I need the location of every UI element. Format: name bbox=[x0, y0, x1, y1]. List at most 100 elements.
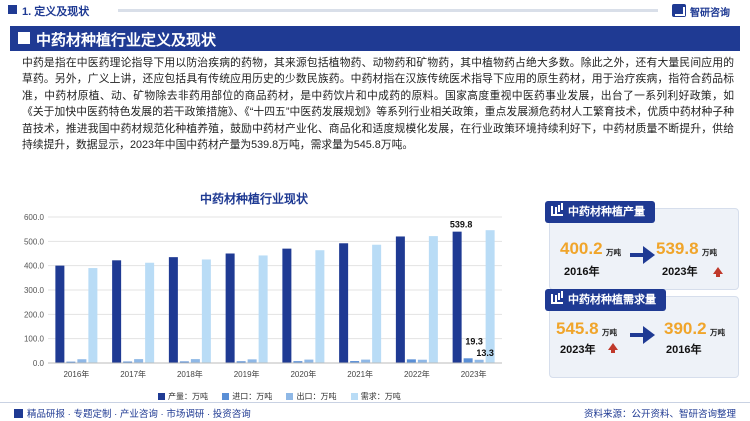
demand-2023-year: 2023年 bbox=[560, 344, 596, 356]
bar bbox=[179, 361, 189, 363]
footer-services: 精品研报 · 专题定制 · 产业咨询 · 市场调研 · 投资咨询 bbox=[14, 406, 251, 420]
legend-item-demand: 需求：万吨 bbox=[350, 391, 401, 402]
production-2016-value: 400.2 bbox=[560, 239, 603, 258]
bar bbox=[350, 361, 360, 363]
up-arrow-icon bbox=[608, 343, 618, 353]
arrow-right-icon bbox=[643, 246, 655, 264]
bar bbox=[395, 236, 405, 363]
x-tick-label: 2017年 bbox=[120, 369, 146, 379]
bar bbox=[463, 358, 473, 363]
header-divider bbox=[118, 9, 658, 12]
demand-2023-unit: 万吨 bbox=[602, 328, 617, 337]
bar bbox=[168, 257, 178, 363]
bar bbox=[112, 260, 122, 363]
production-2023-unit: 万吨 bbox=[702, 248, 717, 257]
bar bbox=[66, 361, 76, 363]
production-2023-year: 2023年 bbox=[662, 266, 698, 278]
bar bbox=[123, 361, 133, 363]
production-card: 中药材种植产量 400.2 万吨 2016年 539.8 万吨 2023年 bbox=[545, 201, 739, 290]
data-label: 19.3 bbox=[465, 336, 483, 346]
footer-services-text: 精品研报 · 专题定制 · 产业咨询 · 市场调研 · 投资咨询 bbox=[27, 409, 251, 420]
bar bbox=[304, 359, 314, 363]
bar bbox=[201, 259, 211, 363]
x-tick-label: 2021年 bbox=[347, 369, 373, 379]
bar bbox=[315, 250, 325, 363]
bar bbox=[474, 359, 484, 363]
production-2016-unit: 万吨 bbox=[606, 248, 621, 257]
bar bbox=[55, 265, 65, 363]
footer-logo-icon bbox=[14, 409, 23, 418]
legend-swatch bbox=[286, 393, 294, 401]
y-tick-label: 400.0 bbox=[24, 262, 45, 271]
bar bbox=[225, 253, 235, 363]
arrow-shaft bbox=[630, 333, 644, 337]
chart-icon bbox=[551, 294, 563, 304]
bar bbox=[339, 243, 349, 363]
bar bbox=[428, 236, 438, 363]
bar bbox=[247, 359, 257, 363]
production-card-header: 中药材种植产量 bbox=[545, 201, 655, 223]
legend-item-export: 出口：万吨 bbox=[286, 391, 336, 402]
legend-label: 产量：万吨 bbox=[168, 392, 208, 401]
bar bbox=[485, 230, 495, 363]
bar bbox=[190, 359, 200, 363]
legend-swatch bbox=[350, 393, 358, 401]
bar bbox=[417, 359, 427, 363]
demand-2023-value: 545.8 bbox=[556, 319, 599, 338]
top-bar: 1. 定义及现状 智研咨询 bbox=[0, 0, 750, 22]
x-tick-label: 2016年 bbox=[63, 369, 89, 379]
legend-item-production: 产量：万吨 bbox=[158, 391, 208, 402]
logo-icon bbox=[672, 4, 686, 17]
bar bbox=[372, 244, 382, 363]
demand-2016-year: 2016年 bbox=[666, 344, 702, 356]
demand-card-header: 中药材种植需求量 bbox=[545, 289, 666, 311]
section-title: 1. 定义及现状 bbox=[22, 6, 90, 18]
footer: 精品研报 · 专题定制 · 产业咨询 · 市场调研 · 投资咨询 资料来源：公开… bbox=[0, 402, 750, 421]
production-card-title: 中药材种植产量 bbox=[568, 206, 645, 218]
y-tick-label: 500.0 bbox=[24, 237, 45, 246]
legend-swatch bbox=[158, 393, 165, 401]
arrow-shaft bbox=[630, 253, 644, 257]
data-label: 13.3 bbox=[476, 348, 494, 358]
legend-swatch bbox=[222, 393, 230, 401]
logo-text: 智研咨询 bbox=[690, 8, 730, 19]
title-marker-icon bbox=[18, 32, 30, 44]
y-tick-label: 200.0 bbox=[24, 310, 45, 319]
y-tick-label: 100.0 bbox=[24, 335, 45, 344]
x-tick-label: 2019年 bbox=[234, 369, 260, 379]
demand-2016-value: 390.2 bbox=[664, 319, 707, 338]
up-arrow-icon bbox=[713, 267, 723, 277]
demand-card-title: 中药材种植需求量 bbox=[568, 294, 656, 306]
data-source: 资料来源：公开资料、智研咨询整理 bbox=[583, 409, 736, 420]
y-tick-label: 300.0 bbox=[24, 286, 45, 295]
y-tick-label: 0.0 bbox=[33, 359, 45, 368]
legend-label: 需求：万吨 bbox=[360, 392, 401, 401]
bar bbox=[145, 262, 155, 363]
x-tick-label: 2018年 bbox=[177, 369, 203, 379]
chart-title: 中药材种植行业现状 bbox=[200, 192, 309, 206]
chart-legend: 产量：万吨 进口：万吨 出口：万吨 需求：万吨 bbox=[158, 391, 413, 402]
title-banner: 中药材种植行业定义及现状 bbox=[10, 26, 740, 51]
demand-2016-unit: 万吨 bbox=[710, 328, 725, 337]
x-tick-label: 2022年 bbox=[404, 369, 430, 379]
x-tick-label: 2020年 bbox=[290, 369, 316, 379]
bar bbox=[282, 248, 292, 363]
section-marker-icon bbox=[8, 5, 17, 14]
bar-chart: 0.0 100.0 200.0 300.0 400.0 500.0 600.0 2016年 20… bbox=[24, 213, 502, 379]
bar bbox=[134, 359, 144, 363]
production-2023-value: 539.8 bbox=[656, 239, 699, 258]
x-tick-label: 2023年 bbox=[461, 369, 487, 379]
legend-label: 进口：万吨 bbox=[232, 392, 273, 401]
chart-icon bbox=[551, 206, 563, 216]
bar bbox=[361, 359, 371, 363]
bar bbox=[77, 359, 87, 363]
y-tick-label: 600.0 bbox=[24, 213, 45, 222]
production-2016-year: 2016年 bbox=[564, 266, 600, 278]
bar bbox=[236, 361, 246, 363]
data-label: 539.8 bbox=[450, 220, 473, 230]
arrow-right-icon bbox=[643, 326, 655, 344]
bar bbox=[293, 361, 303, 363]
bar bbox=[258, 255, 268, 363]
demand-card: 中药材种植需求量 545.8 万吨 2023年 390.2 万吨 2016年 bbox=[545, 289, 739, 378]
legend-label: 出口：万吨 bbox=[296, 392, 337, 401]
